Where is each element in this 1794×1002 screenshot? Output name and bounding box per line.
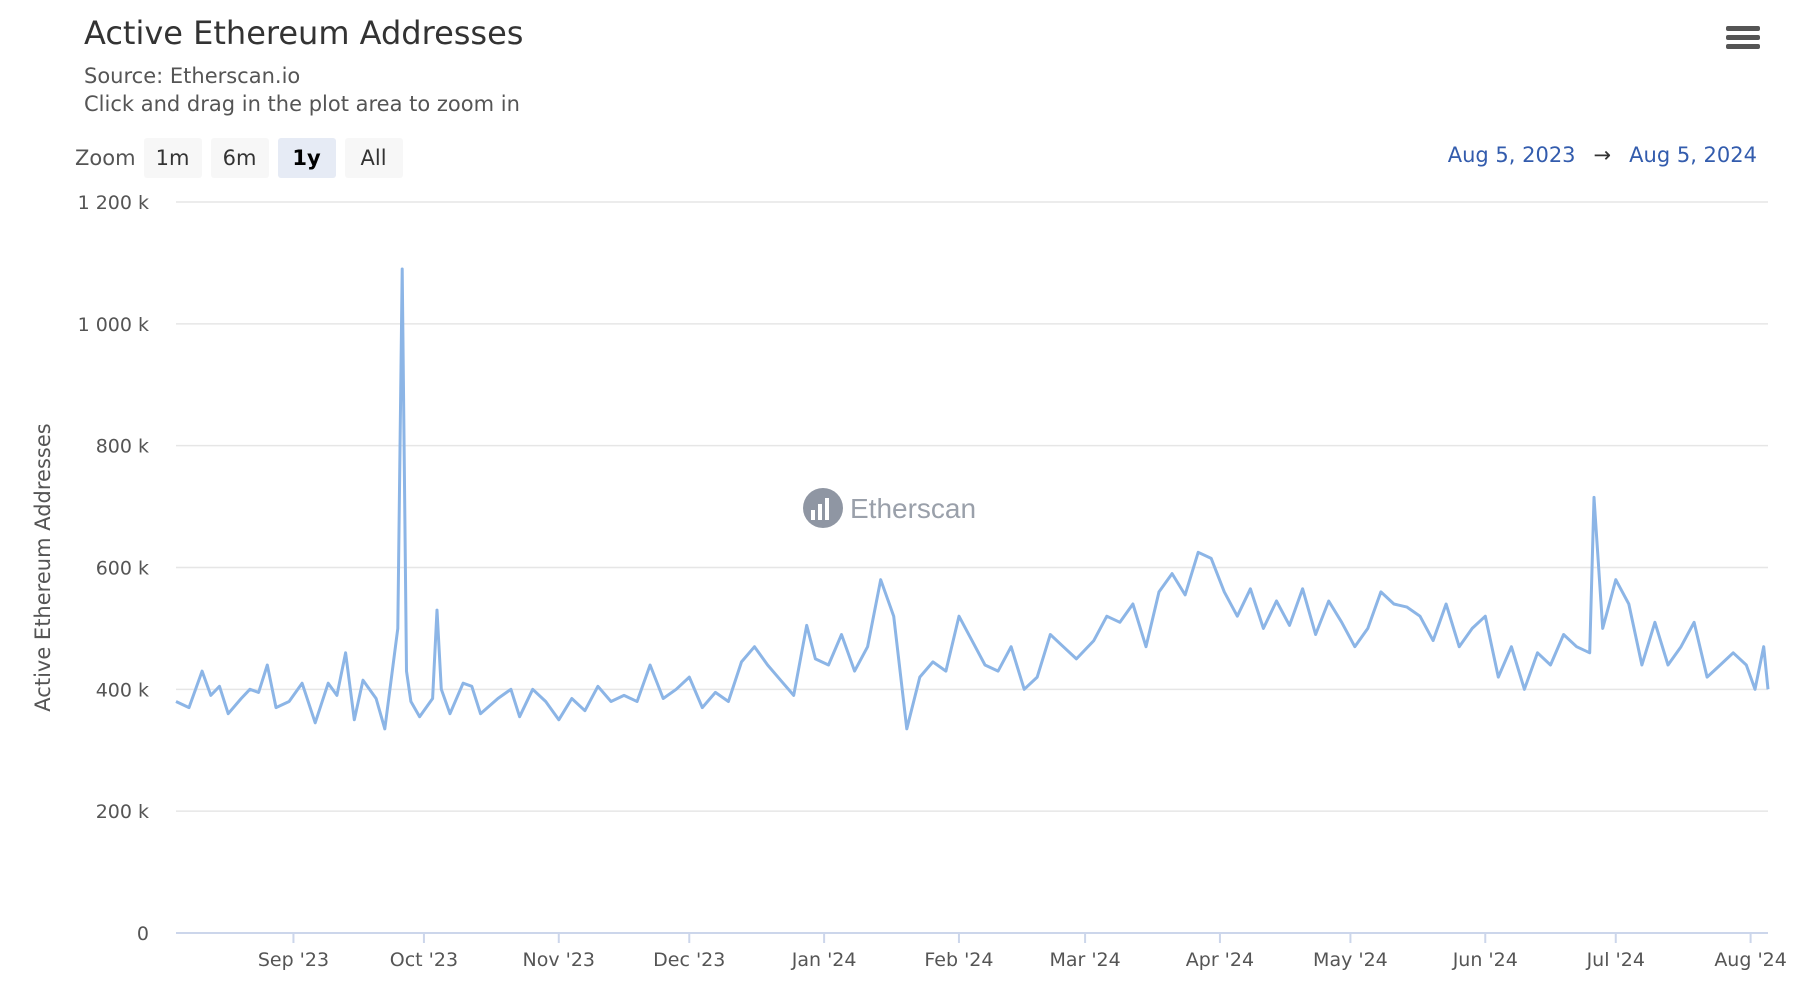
zoom-6m-button[interactable]: 6m bbox=[210, 138, 269, 178]
x-tick-label: Aug '24 bbox=[1714, 949, 1787, 971]
x-tick-label: May '24 bbox=[1313, 949, 1388, 971]
y-tick-label: 200 k bbox=[96, 801, 149, 823]
x-tick-label: Jan '24 bbox=[791, 949, 857, 971]
range-from-input[interactable]: Aug 5, 2023 bbox=[1447, 143, 1576, 167]
series-line[interactable] bbox=[175, 267, 1770, 731]
x-tick-label: Feb '24 bbox=[924, 949, 993, 971]
grid-lines bbox=[176, 201, 1768, 934]
zoom-1y-button[interactable]: 1y bbox=[277, 138, 336, 178]
x-tick-label: Nov '23 bbox=[523, 949, 596, 971]
hamburger-menu-icon[interactable] bbox=[1726, 26, 1760, 56]
x-tick-label: Oct '23 bbox=[390, 949, 458, 971]
y-axis-ticks: 0 200 k 400 k 600 k 800 k 1 000 k 1 200 k bbox=[78, 192, 149, 945]
zoom-hint: Click and drag in the plot area to zoom … bbox=[84, 92, 520, 116]
zoom-all-button[interactable]: All bbox=[344, 138, 403, 178]
zoom-selector: Zoom 1m 6m 1y All bbox=[75, 138, 412, 178]
etherscan-logo-icon bbox=[803, 488, 843, 528]
chart-title: Active Ethereum Addresses bbox=[84, 14, 524, 52]
date-range: Aug 5, 2023 → Aug 5, 2024 bbox=[1448, 143, 1757, 167]
watermark-text: Etherscan bbox=[850, 493, 976, 524]
x-tick-label: Jun '24 bbox=[1452, 949, 1518, 971]
y-tick-label: 1 000 k bbox=[78, 314, 149, 336]
zoom-1m-button[interactable]: 1m bbox=[143, 138, 202, 178]
y-axis-label: Active Ethereum Addresses bbox=[31, 423, 55, 711]
y-tick-label: 800 k bbox=[96, 436, 149, 458]
range-arrow-icon: → bbox=[1593, 143, 1612, 167]
x-tick-label: Sep '23 bbox=[258, 949, 329, 971]
x-tick-label: Apr '24 bbox=[1186, 949, 1254, 971]
x-tick-label: Jul '24 bbox=[1586, 949, 1645, 971]
zoom-label: Zoom bbox=[75, 146, 136, 170]
range-to-input[interactable]: Aug 5, 2024 bbox=[1629, 143, 1757, 167]
y-tick-label: 0 bbox=[137, 923, 149, 945]
source-text: Source: Etherscan.io bbox=[84, 64, 301, 88]
x-tick-label: Mar '24 bbox=[1049, 949, 1120, 971]
chart-subtitle: Source: Etherscan.io Click and drag in t… bbox=[84, 62, 520, 118]
etherscan-watermark: Etherscan bbox=[803, 488, 976, 528]
y-tick-label: 1 200 k bbox=[78, 192, 149, 214]
x-axis-ticks: Sep '23 Oct '23 Nov '23 Dec '23 Jan '24 Feb '… bbox=[258, 933, 1787, 971]
y-tick-label: 400 k bbox=[96, 679, 149, 701]
y-tick-label: 600 k bbox=[96, 558, 149, 580]
x-tick-label: Dec '23 bbox=[653, 949, 725, 971]
